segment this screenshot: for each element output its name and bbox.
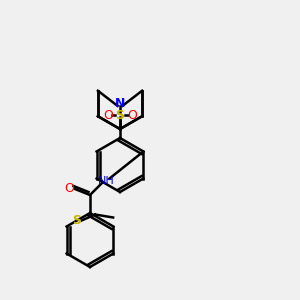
Text: N: N: [115, 97, 125, 110]
Text: S: S: [116, 109, 124, 122]
Text: O: O: [127, 109, 137, 122]
Text: O: O: [64, 182, 74, 196]
Text: O: O: [103, 109, 113, 122]
Text: S: S: [73, 214, 82, 227]
Text: NH: NH: [98, 176, 115, 187]
